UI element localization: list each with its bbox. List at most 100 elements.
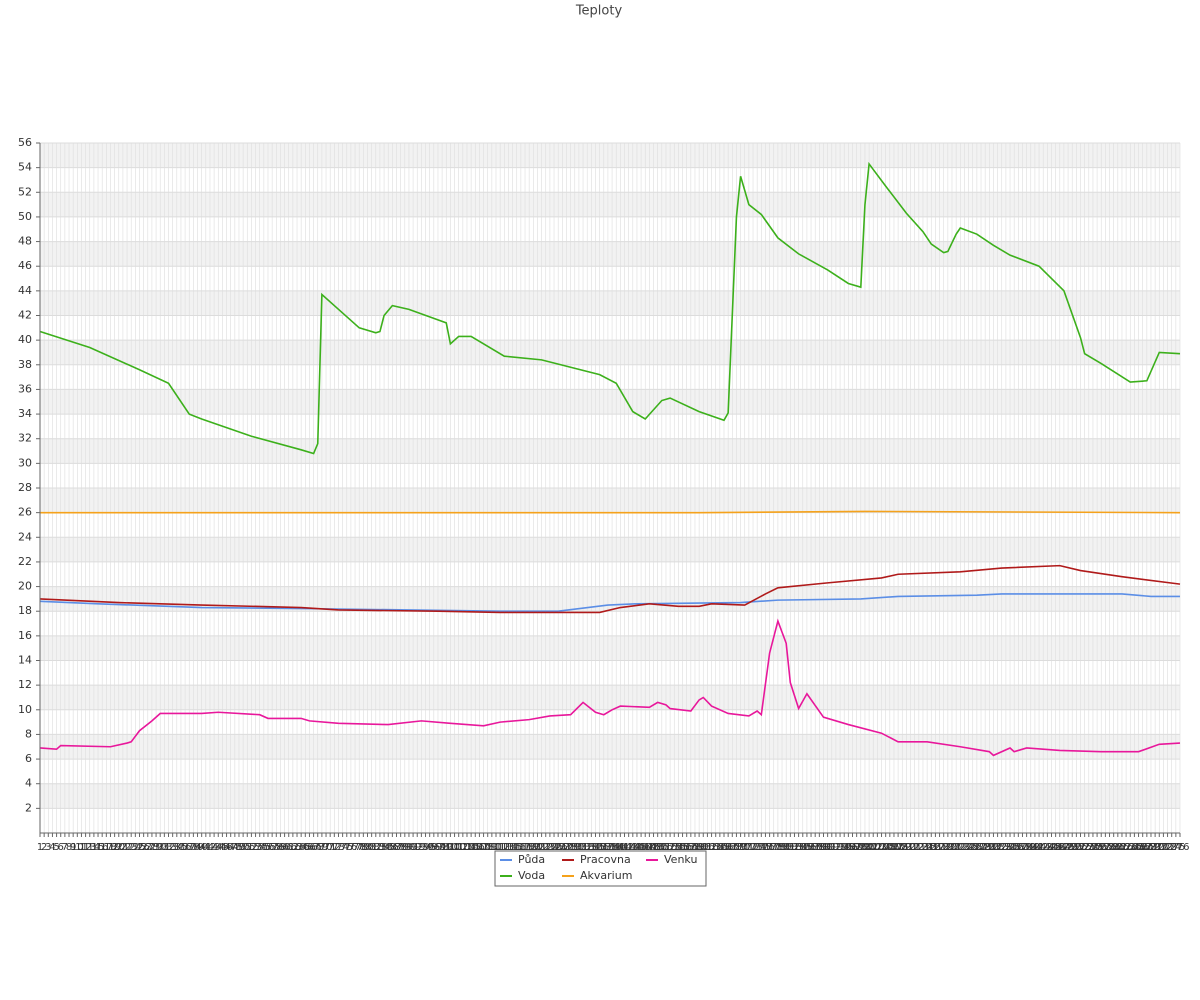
x-tick-label: 102 bbox=[449, 842, 468, 853]
x-tick-label: 273 bbox=[1158, 842, 1177, 853]
x-tick-label: 111 bbox=[486, 842, 505, 853]
x-tick-label: 257 bbox=[1092, 842, 1111, 853]
x-tick-label: 212 bbox=[905, 842, 924, 853]
x-tick-label: 158 bbox=[681, 842, 700, 853]
x-tick-label: 172 bbox=[739, 842, 758, 853]
x-tick-label: 234 bbox=[996, 842, 1015, 853]
x-tick-label: 93 bbox=[415, 842, 428, 853]
x-tick-label: 14 bbox=[88, 842, 101, 853]
x-tick-label: 223 bbox=[951, 842, 970, 853]
x-tick-label: 98 bbox=[436, 842, 449, 853]
y-tick-label: 44 bbox=[18, 284, 32, 297]
x-tick-label: 274 bbox=[1162, 842, 1181, 853]
x-tick-label: 215 bbox=[918, 842, 937, 853]
x-tick-label: 219 bbox=[934, 842, 953, 853]
x-tick-label: 190 bbox=[814, 842, 833, 853]
x-tick-label: 218 bbox=[930, 842, 949, 853]
x-tick-label: 20 bbox=[112, 842, 125, 853]
y-tick-label: 8 bbox=[25, 727, 32, 740]
x-tick-label: 129 bbox=[561, 842, 580, 853]
x-tick-label: 247 bbox=[1050, 842, 1069, 853]
x-tick-label: 175 bbox=[752, 842, 771, 853]
x-tick-label: 203 bbox=[868, 842, 887, 853]
x-tick-label: 170 bbox=[731, 842, 750, 853]
x-tick-label: 159 bbox=[685, 842, 704, 853]
x-tick-label: 46 bbox=[220, 842, 233, 853]
y-tick-label: 26 bbox=[18, 506, 32, 519]
x-tick-label: 25 bbox=[133, 842, 146, 853]
x-tick-label: 26 bbox=[137, 842, 150, 853]
x-tick-label: 44 bbox=[212, 842, 225, 853]
x-tick-label: 171 bbox=[735, 842, 754, 853]
x-tick-label: 51 bbox=[241, 842, 254, 853]
x-tick-label: 188 bbox=[806, 842, 825, 853]
grid-band bbox=[40, 783, 1180, 809]
y-tick-label: 42 bbox=[18, 309, 32, 322]
x-tick-label: 84 bbox=[378, 842, 391, 853]
x-tick-label: 22 bbox=[121, 842, 134, 853]
x-tick-label: 87 bbox=[390, 842, 403, 853]
x-tick-label: 61 bbox=[282, 842, 295, 853]
x-tick-label: 179 bbox=[768, 842, 787, 853]
y-tick-label: 14 bbox=[18, 654, 32, 667]
x-tick-label: 193 bbox=[826, 842, 845, 853]
x-tick-label: 162 bbox=[698, 842, 717, 853]
x-tick-label: 232 bbox=[988, 842, 1007, 853]
x-tick-label: 18 bbox=[104, 842, 117, 853]
x-tick-label: 221 bbox=[942, 842, 961, 853]
x-tick-label: 78 bbox=[353, 842, 366, 853]
x-tick-label: 144 bbox=[623, 842, 642, 853]
x-tick-label: 150 bbox=[648, 842, 667, 853]
x-tick-label: 174 bbox=[748, 842, 767, 853]
x-tick-label: 235 bbox=[1000, 842, 1019, 853]
x-tick-label: 275 bbox=[1166, 842, 1185, 853]
x-tick-label: 165 bbox=[710, 842, 729, 853]
x-tick-label: 160 bbox=[690, 842, 709, 853]
x-tick-label: 269 bbox=[1141, 842, 1160, 853]
grid-band bbox=[40, 290, 1180, 316]
x-tick-label: 94 bbox=[419, 842, 432, 853]
x-tick-label: 11 bbox=[75, 842, 88, 853]
x-tick-label: 53 bbox=[249, 842, 262, 853]
legend-label: Voda bbox=[518, 869, 545, 882]
x-tick-label: 250 bbox=[1063, 842, 1082, 853]
x-tick-label: 113 bbox=[495, 842, 514, 853]
y-tick-label: 40 bbox=[18, 333, 32, 346]
x-tick-label: 167 bbox=[719, 842, 738, 853]
x-tick-label: 137 bbox=[594, 842, 613, 853]
x-tick-label: 272 bbox=[1154, 842, 1173, 853]
x-tick-label: 231 bbox=[984, 842, 1003, 853]
x-tick-label: 213 bbox=[909, 842, 928, 853]
x-tick-label: 168 bbox=[723, 842, 742, 853]
series-line bbox=[39, 593, 1180, 613]
x-tick-label: 254 bbox=[1079, 842, 1098, 853]
x-tick-label: 128 bbox=[557, 842, 576, 853]
x-tick-label: 226 bbox=[963, 842, 982, 853]
x-tick-label: 49 bbox=[233, 842, 246, 853]
series-line bbox=[40, 510, 1181, 514]
series-line bbox=[39, 564, 1181, 614]
y-tick-label: 46 bbox=[18, 259, 32, 272]
x-tick-label: 244 bbox=[1038, 842, 1057, 853]
x-tick-label: 198 bbox=[847, 842, 866, 853]
x-tick-label: 184 bbox=[789, 842, 808, 853]
x-tick-label: 147 bbox=[636, 842, 655, 853]
x-tick-label: 116 bbox=[507, 842, 526, 853]
x-tick-label: 101 bbox=[445, 842, 464, 853]
x-tick-label: 36 bbox=[179, 842, 192, 853]
x-tick-label: 185 bbox=[793, 842, 812, 853]
grid-band bbox=[40, 734, 1180, 760]
x-tick-label: 166 bbox=[714, 842, 733, 853]
x-tick-label: 28 bbox=[146, 842, 159, 853]
x-tick-label: 132 bbox=[574, 842, 593, 853]
grid-band bbox=[40, 389, 1180, 415]
x-tick-label: 151 bbox=[652, 842, 671, 853]
x-tick-label: 106 bbox=[466, 842, 485, 853]
legend-label: Venku bbox=[664, 853, 697, 866]
legend-box bbox=[494, 850, 707, 887]
x-tick-label: 3 bbox=[45, 842, 51, 853]
y-tick-label: 22 bbox=[18, 555, 32, 568]
grid-band bbox=[40, 192, 1180, 217]
grid-band bbox=[40, 143, 1180, 168]
x-tick-label: 71 bbox=[324, 842, 337, 853]
